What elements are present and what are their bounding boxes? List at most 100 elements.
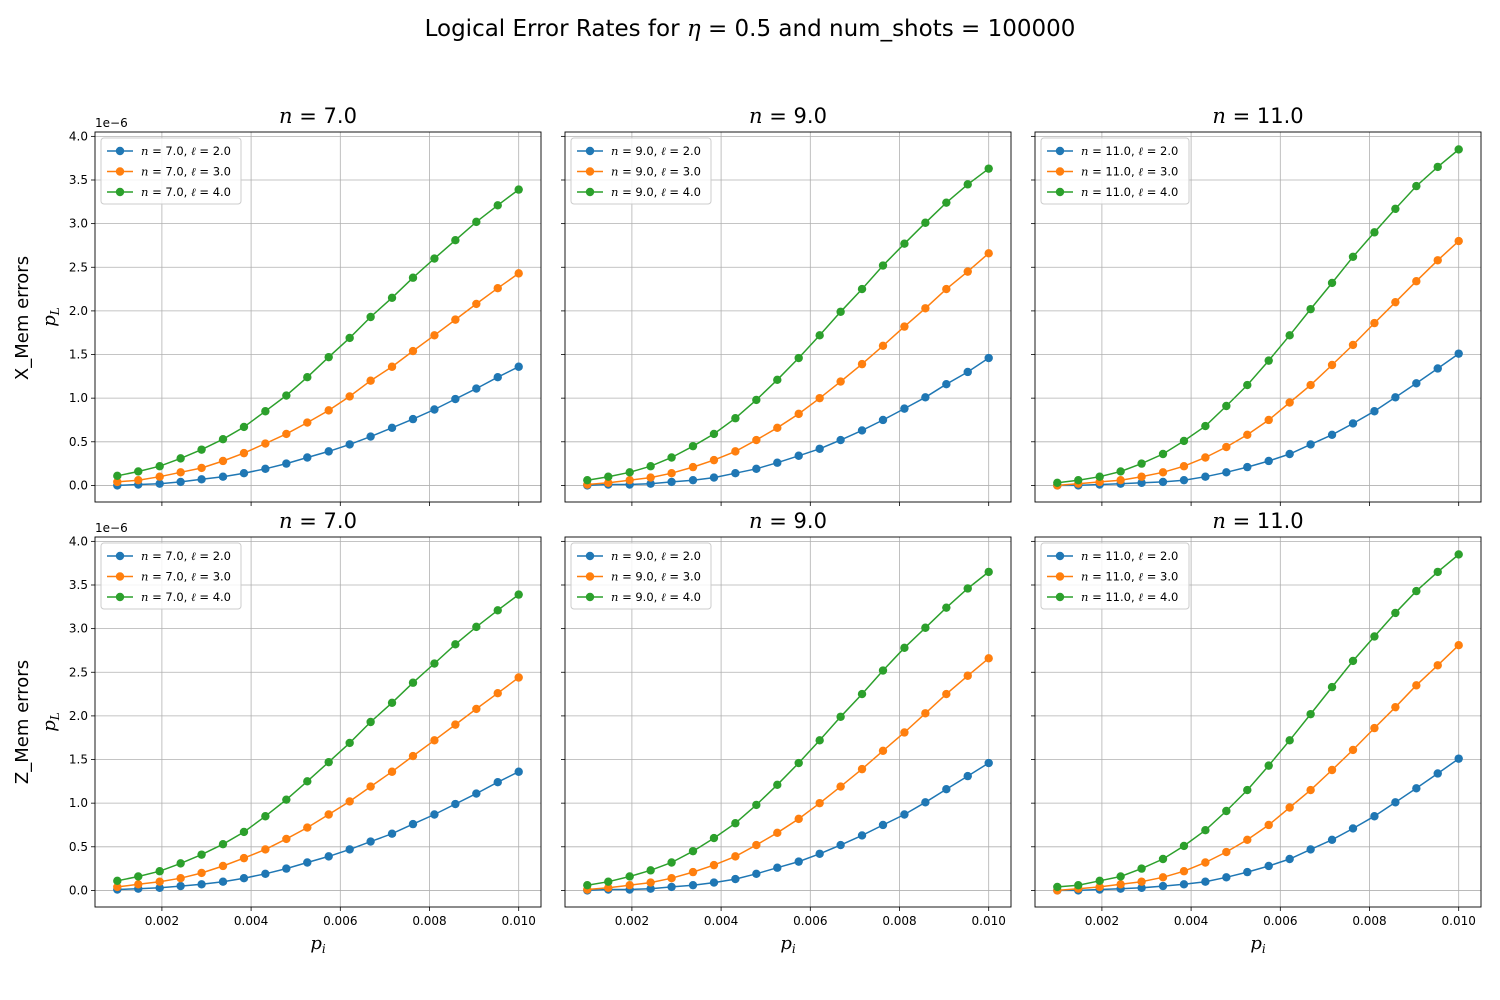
data-point	[345, 738, 354, 748]
data-point	[1201, 858, 1210, 867]
legend-var-l: ℓ	[661, 590, 666, 604]
data-point	[900, 643, 909, 653]
data-point	[1158, 449, 1168, 459]
data-point	[731, 469, 740, 478]
legend: n = 11.0, ℓ = 2.0n = 11.0, ℓ = 3.0n = 11…	[1040, 137, 1190, 205]
data-point	[155, 867, 164, 876]
data-point	[942, 198, 951, 207]
data-point	[134, 872, 143, 881]
y-offset-text: 1e−6	[95, 116, 128, 130]
data-point	[773, 458, 782, 467]
data-point	[625, 880, 634, 890]
panel-title-eq: =	[293, 104, 324, 128]
legend-n-value: = 9.0,	[618, 144, 661, 158]
legend-var-l: ℓ	[661, 165, 666, 179]
data-point	[239, 422, 249, 432]
data-point	[900, 404, 909, 413]
panel-title-value: 11.0	[1257, 509, 1304, 533]
data-point	[1116, 880, 1125, 889]
legend: n = 9.0, ℓ = 2.0n = 9.0, ℓ = 3.0n = 9.0,…	[570, 137, 712, 205]
data-point	[408, 678, 418, 687]
x-tick-label: 0.004	[1174, 914, 1208, 928]
data-point	[303, 777, 312, 786]
data-point	[1412, 379, 1421, 388]
data-point	[1454, 550, 1463, 559]
data-point	[261, 464, 270, 474]
data-point	[1137, 478, 1146, 488]
data-point	[239, 827, 249, 837]
data-point	[472, 217, 481, 227]
data-point	[794, 451, 803, 460]
data-point	[176, 881, 185, 891]
legend-entry: n = 9.0, ℓ = 3.0	[611, 165, 701, 179]
data-point	[625, 475, 634, 485]
data-point	[197, 850, 206, 859]
data-point	[688, 462, 698, 472]
legend-l-value: = 2.0	[196, 144, 231, 158]
data-point	[366, 312, 375, 322]
data-point	[942, 784, 951, 794]
data-point	[218, 877, 228, 886]
data-point	[1243, 835, 1252, 845]
data-point	[1137, 877, 1146, 886]
data-point	[303, 453, 312, 462]
data-point	[1158, 881, 1168, 891]
data-point	[963, 367, 972, 377]
data-point	[1179, 867, 1189, 876]
legend-l-value: = 3.0	[196, 570, 231, 584]
data-point	[155, 877, 164, 886]
legend-var-n: n	[141, 590, 148, 604]
data-point	[430, 659, 439, 668]
data-point	[1243, 867, 1252, 877]
data-point	[1348, 656, 1358, 666]
data-point	[303, 418, 312, 427]
x-tick-label: 0.002	[1085, 914, 1119, 928]
panel-title: n = 7.0	[279, 104, 357, 128]
data-point	[857, 359, 867, 369]
data-point	[239, 469, 249, 478]
data-point	[1264, 415, 1273, 425]
data-point	[984, 249, 993, 258]
legend-var-n: n	[1081, 165, 1088, 179]
data-point	[1074, 475, 1083, 485]
data-point	[984, 654, 993, 663]
x-tick-label: 0.010	[1442, 914, 1476, 928]
panel-title-var: n	[279, 104, 293, 128]
figure-title-suffix: and num_shots = 100000	[771, 16, 1076, 42]
data-point	[963, 584, 972, 593]
data-point	[752, 464, 761, 474]
data-point	[752, 800, 761, 810]
legend: n = 9.0, ℓ = 2.0n = 9.0, ℓ = 3.0n = 9.0,…	[570, 542, 712, 610]
legend-entry: n = 11.0, ℓ = 3.0	[1081, 570, 1178, 584]
legend-var-n: n	[611, 165, 618, 179]
data-point	[900, 810, 909, 819]
legend-n-value: = 7.0,	[148, 549, 191, 563]
data-point	[345, 392, 354, 401]
data-point	[667, 882, 676, 892]
series-line-l3	[1057, 644, 1460, 892]
y-axis-label-base: p	[39, 315, 60, 327]
y-axis-label: pL	[39, 712, 62, 732]
data-point	[408, 273, 418, 282]
legend-marker	[585, 592, 595, 602]
x-tick-label: 0.008	[882, 914, 916, 928]
data-point	[387, 698, 397, 708]
data-point	[1454, 145, 1463, 154]
data-point	[1222, 806, 1231, 816]
legend-l-value: = 4.0	[666, 590, 701, 604]
legend-var-l: ℓ	[1138, 570, 1143, 584]
data-point	[752, 840, 761, 850]
series-line-l4	[587, 168, 990, 481]
legend-var-n: n	[1081, 590, 1088, 604]
data-point	[282, 429, 291, 439]
data-point	[324, 406, 333, 415]
panel-2: n = 9.0n = 9.0, ℓ = 2.0n = 9.0, ℓ = 3.0n…	[561, 104, 1012, 506]
legend-marker	[1055, 167, 1065, 176]
data-point	[218, 861, 228, 871]
x-tick-label: 0.006	[793, 914, 827, 928]
y-tick-label: 2.5	[69, 260, 88, 274]
legend-marker	[115, 167, 125, 176]
data-point	[857, 284, 867, 294]
data-point	[176, 468, 185, 477]
data-point	[836, 307, 845, 316]
